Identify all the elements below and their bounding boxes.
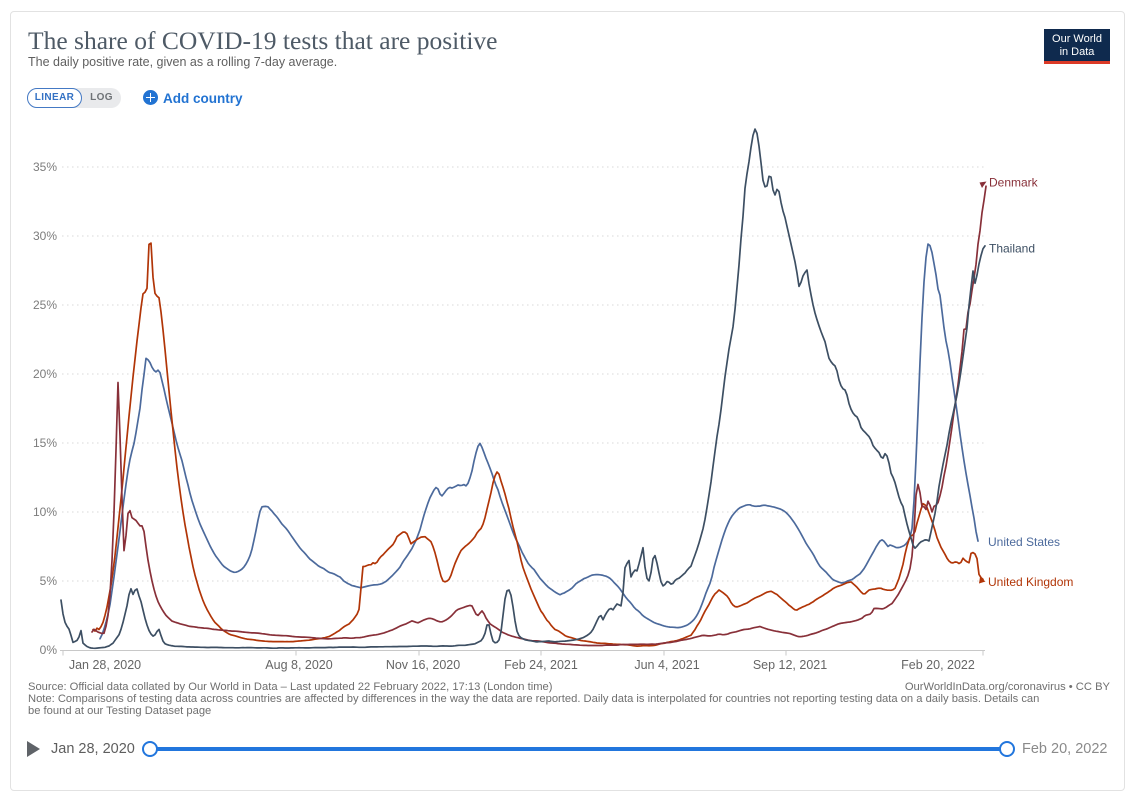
svg-text:35%: 35%	[33, 160, 57, 174]
svg-text:Feb 20, 2022: Feb 20, 2022	[901, 658, 975, 672]
svg-text:0%: 0%	[40, 643, 58, 657]
svg-text:5%: 5%	[40, 574, 58, 588]
svg-text:Aug 8, 2020: Aug 8, 2020	[265, 658, 332, 672]
svg-text:20%: 20%	[33, 367, 57, 381]
svg-text:Feb 24, 2021: Feb 24, 2021	[504, 658, 578, 672]
svg-text:30%: 30%	[33, 229, 57, 243]
svg-text:United States: United States	[988, 535, 1060, 549]
svg-text:Jan 28, 2020: Jan 28, 2020	[69, 658, 141, 672]
svg-text:Jun 4, 2021: Jun 4, 2021	[634, 658, 699, 672]
svg-text:Thailand: Thailand	[989, 242, 1035, 256]
svg-text:10%: 10%	[33, 505, 57, 519]
svg-text:Sep 12, 2021: Sep 12, 2021	[753, 658, 827, 672]
svg-text:Nov 16, 2020: Nov 16, 2020	[386, 658, 460, 672]
svg-text:Denmark: Denmark	[989, 176, 1039, 190]
svg-text:15%: 15%	[33, 436, 57, 450]
svg-text:25%: 25%	[33, 298, 57, 312]
svg-text:United Kingdom: United Kingdom	[988, 575, 1073, 589]
